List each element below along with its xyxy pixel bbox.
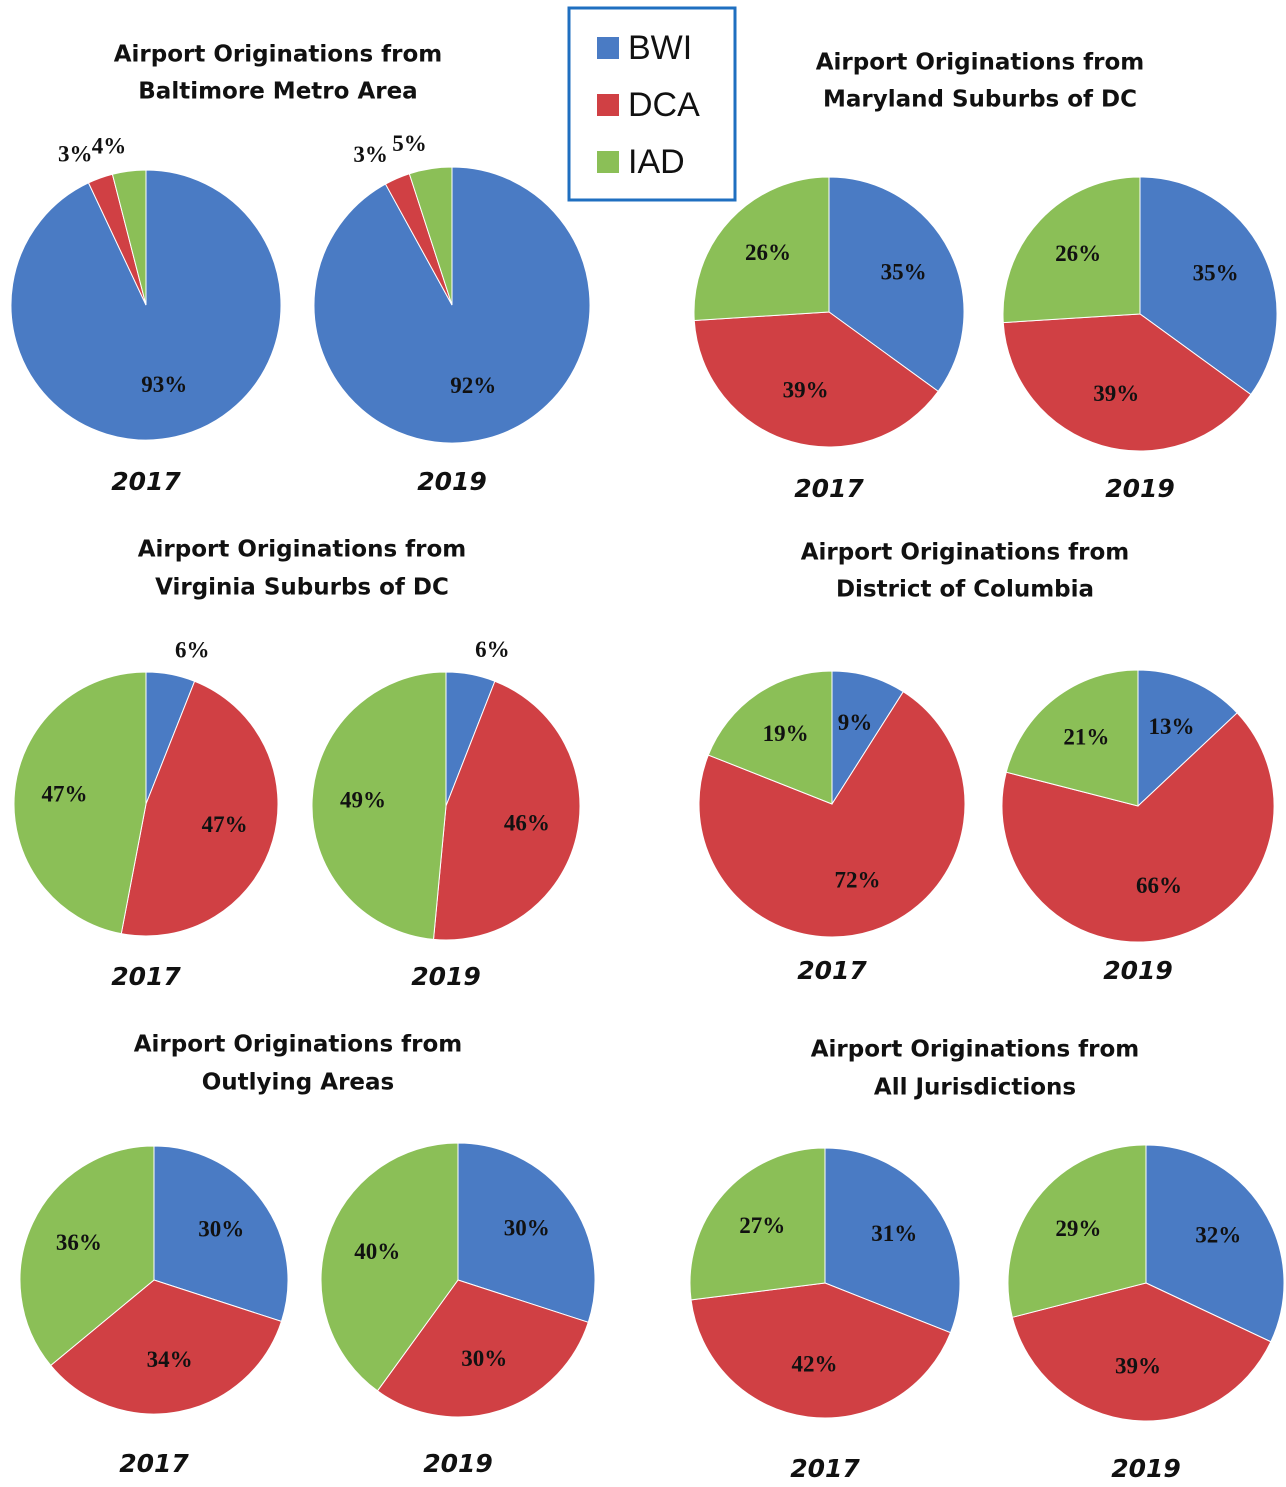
chart-title: Baltimore Metro Area	[138, 79, 417, 105]
data-label: 32%	[1195, 1222, 1241, 1247]
year-label: 2019	[1103, 956, 1173, 985]
pie-slice	[311, 671, 447, 940]
data-label: 66%	[1136, 873, 1182, 898]
data-label: 3%	[58, 142, 93, 167]
data-label: 93%	[141, 372, 187, 397]
pie-slice	[693, 176, 830, 322]
chart-title: Airport Originations from	[801, 540, 1130, 566]
legend-box	[567, 6, 737, 202]
data-label: 49%	[340, 787, 386, 812]
year-label: 2019	[423, 1449, 493, 1478]
pie-slice	[1002, 176, 1141, 324]
year-label: 2019	[411, 962, 481, 991]
year-label: 2017	[119, 1449, 189, 1478]
pie-slice	[693, 311, 939, 448]
data-label: 39%	[1115, 1353, 1161, 1378]
data-label: 47%	[202, 812, 248, 837]
pie-slice	[1005, 669, 1139, 807]
chart-title: Outlying Areas	[202, 1070, 394, 1096]
pie-slice	[1002, 313, 1252, 452]
pie-slice	[1011, 1282, 1272, 1422]
pie-slice	[1145, 1144, 1285, 1343]
year-label: 2017	[794, 474, 864, 503]
pie-slice	[1137, 669, 1238, 808]
chart-title: Airport Originations from	[816, 50, 1145, 76]
legend-swatch	[597, 94, 619, 116]
pie-slice	[828, 176, 965, 393]
pie-slice	[313, 166, 591, 444]
data-label: 40%	[354, 1239, 400, 1264]
data-label: 30%	[504, 1215, 550, 1240]
data-label: 26%	[745, 240, 791, 265]
legend-label: IAD	[628, 143, 685, 181]
pie-slice	[432, 680, 581, 941]
chart-title: All Jurisdictions	[874, 1075, 1076, 1101]
pie-slice	[320, 1142, 459, 1392]
pie-slice	[153, 1145, 289, 1323]
year-label: 2019	[417, 467, 487, 496]
data-label: 39%	[1093, 381, 1139, 406]
data-label: 47%	[42, 782, 88, 807]
pie-slice	[698, 691, 966, 938]
pie-slice	[111, 169, 147, 306]
data-label: 30%	[198, 1216, 244, 1241]
pie-slice	[707, 670, 833, 805]
pie-slice	[457, 1142, 596, 1323]
data-label: 6%	[475, 637, 510, 662]
data-label: 13%	[1148, 714, 1194, 739]
year-label: 2017	[797, 956, 867, 985]
pie-slice	[13, 671, 147, 935]
year-label: 2017	[111, 467, 181, 496]
data-label: 34%	[147, 1347, 193, 1372]
year-label: 2017	[790, 1454, 860, 1483]
data-label: 9%	[838, 710, 873, 735]
year-label: 2019	[1111, 1454, 1181, 1483]
chart-title: Virginia Suburbs of DC	[155, 575, 449, 601]
data-label: 29%	[1055, 1216, 1101, 1241]
chart-title: District of Columbia	[836, 577, 1094, 603]
data-label: 6%	[175, 638, 210, 663]
data-label: 72%	[834, 868, 880, 893]
pie-slice	[689, 1147, 826, 1301]
data-label: 3%	[353, 142, 388, 167]
pie-slice	[19, 1145, 155, 1367]
legend-label: DCA	[628, 86, 700, 124]
chart-title: Airport Originations from	[138, 537, 467, 563]
chart-title: Maryland Suburbs of DC	[823, 87, 1137, 113]
pie-slice	[120, 680, 279, 937]
pie-slice	[1007, 1144, 1147, 1318]
pie-slice	[1139, 176, 1278, 396]
data-label: 21%	[1063, 725, 1109, 750]
chart-title: Airport Originations from	[114, 42, 443, 68]
data-label: 4%	[92, 134, 127, 159]
year-label: 2019	[1105, 474, 1175, 503]
data-label: 92%	[450, 373, 496, 398]
data-label: 35%	[881, 259, 927, 284]
pie-slice	[408, 166, 453, 306]
pie-slice	[824, 1147, 961, 1334]
data-label: 35%	[1193, 261, 1239, 286]
data-label: 31%	[871, 1221, 917, 1246]
data-label: 36%	[56, 1230, 102, 1255]
pie-slice	[50, 1279, 283, 1415]
chart-title: Airport Originations from	[811, 1037, 1140, 1063]
legend-swatch	[597, 37, 619, 59]
year-label: 2017	[111, 962, 181, 991]
pie-slice	[376, 1279, 589, 1418]
data-label: 42%	[792, 1351, 838, 1376]
chart-title: Airport Originations from	[134, 1032, 463, 1058]
data-label: 26%	[1055, 241, 1101, 266]
pie-slice	[1001, 712, 1275, 943]
legend-swatch	[597, 151, 619, 173]
data-label: 46%	[504, 810, 550, 835]
pie-slice	[690, 1282, 952, 1419]
data-label: 5%	[392, 131, 427, 156]
legend-label: BWI	[628, 29, 692, 67]
data-label: 27%	[739, 1213, 785, 1238]
data-label: 39%	[783, 378, 829, 403]
data-label: 19%	[763, 721, 809, 746]
data-label: 30%	[461, 1346, 507, 1371]
